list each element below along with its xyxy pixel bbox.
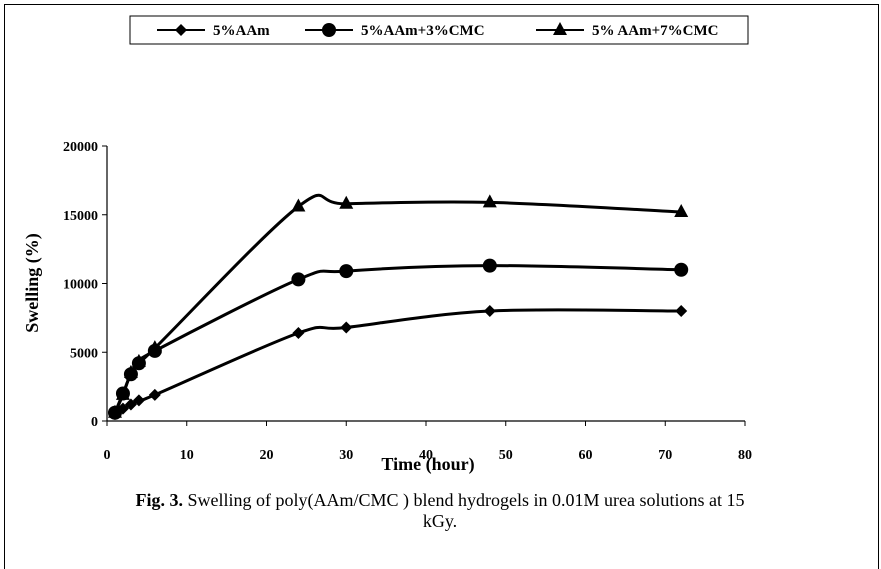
data-point: [107, 404, 122, 418]
data-point: [131, 353, 146, 367]
legend-swatch-marker: [175, 24, 187, 36]
chart-legend: 5%AAm 5%AAm+3%CMC 5% AAm+7%CMC: [129, 15, 749, 45]
y-axis-title: Swelling (%): [22, 233, 43, 333]
data-point: [147, 340, 162, 354]
x-tick-label: 30: [339, 448, 353, 463]
series-triangle: [107, 193, 689, 418]
data-point: [148, 388, 161, 401]
data-point: [674, 262, 689, 277]
chart-axes: 0 5000 10000 15000 20000 0 10 20 30 40 50 60 70 80: [63, 140, 752, 463]
figure-caption: Fig. 3. Swelling of poly(AAm/CMC ) blend…: [120, 490, 760, 532]
data-point: [483, 305, 496, 317]
data-point: [339, 195, 354, 209]
x-tick-label: 40: [419, 448, 433, 463]
data-point: [132, 394, 145, 407]
data-point: [291, 198, 306, 212]
x-tick-label: 60: [579, 448, 593, 463]
x-tick-label: 10: [180, 448, 194, 463]
series-line: [113, 193, 682, 414]
figure-frame: [4, 4, 879, 569]
x-axis-title: Time (hour): [381, 454, 474, 475]
y-tick-label: 15000: [63, 209, 98, 224]
chart-series: [107, 193, 689, 421]
data-point: [482, 258, 497, 273]
legend-swatch-marker: [322, 23, 336, 37]
data-point: [124, 398, 137, 411]
x-tick-label: 80: [738, 448, 752, 463]
legend-box: [129, 15, 749, 45]
x-tick-label: 70: [658, 448, 672, 463]
y-tick-label: 0: [91, 415, 98, 430]
data-point: [291, 272, 306, 287]
data-point: [340, 321, 353, 334]
caption-text: Swelling of poly(AAm/CMC ) blend hydroge…: [183, 490, 745, 531]
data-point: [292, 327, 305, 339]
series-circle: [107, 258, 689, 420]
data-point: [115, 386, 130, 400]
y-tick-label: 10000: [63, 278, 98, 293]
data-point: [482, 194, 497, 208]
legend-label: 5%AAm+3%CMC: [361, 23, 485, 39]
legend-label: 5% AAm+7%CMC: [592, 23, 718, 39]
x-tick-label: 50: [499, 448, 513, 463]
caption-label: Fig. 3.: [135, 490, 184, 510]
y-tick-label: 5000: [70, 346, 98, 361]
legend-swatch-marker: [553, 22, 567, 35]
x-tick-label: 20: [260, 448, 274, 463]
data-point: [675, 305, 688, 317]
x-tick-label: 0: [104, 448, 111, 463]
data-point: [123, 364, 138, 378]
series-line: [113, 264, 682, 414]
data-point: [674, 204, 689, 217]
y-tick-label: 20000: [63, 140, 98, 155]
data-point: [339, 264, 354, 279]
series-line: [114, 308, 682, 416]
series-diamond: [108, 305, 688, 421]
legend-label: 5%AAm: [213, 23, 270, 39]
